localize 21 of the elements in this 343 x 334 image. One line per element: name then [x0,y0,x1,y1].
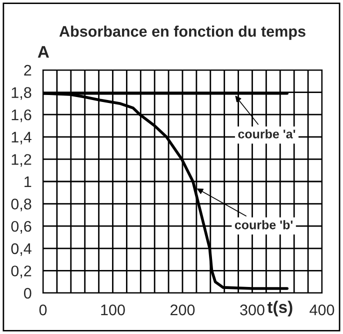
y-tick-label: 1,8 [12,87,32,100]
annotation: courbe 'a' [238,129,296,138]
x-tick-label: 400 [310,304,334,316]
chart-title: Absorbance en fonction du temps [59,26,306,40]
y-tick-label: 0 [24,288,32,299]
y-tick-label: 1,2 [12,154,32,167]
y-tick-label: 1,6 [12,109,32,122]
y-tick-label: 1 [24,176,32,188]
y-tick-label: 0,2 [11,266,32,278]
x-tick-label: 300 [240,304,264,316]
y-tick-label: 0,8 [11,198,32,212]
x-tick-label: 100 [101,304,125,316]
annotation: courbe 'b' [234,220,293,230]
x-tick-label: 200 [170,304,195,316]
y-tick-label: 0,4 [11,243,32,256]
y-tick-label: 1,4 [12,132,32,144]
x-axis-title: t(s) [267,300,292,316]
y-tick-label: 2 [24,64,32,76]
y-axis-title: A [38,46,50,58]
y-tick-label: 0,6 [11,220,32,234]
x-tick-label: 0 [39,304,47,316]
